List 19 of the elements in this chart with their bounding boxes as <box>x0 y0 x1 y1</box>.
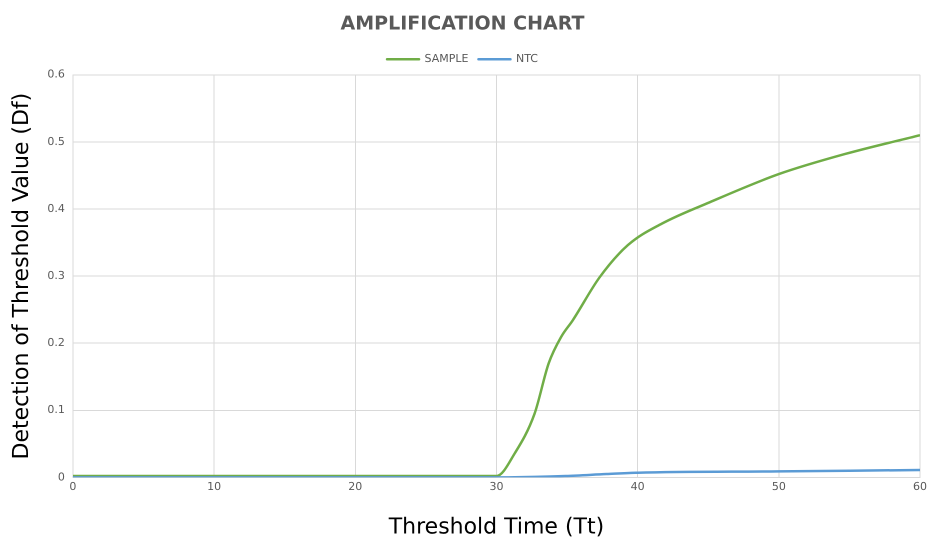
x-tick-label: 40 <box>630 480 645 493</box>
legend-label: NTC <box>516 52 538 66</box>
chart-title: AMPLIFICATION CHART <box>340 12 584 34</box>
x-tick-label: 20 <box>348 480 362 493</box>
x-tick-label: 60 <box>913 480 927 493</box>
y-tick-label: 0.6 <box>47 68 65 81</box>
y-tick-label: 0.2 <box>47 336 65 350</box>
y-axis-title: Detection of Threshold Value (Df) <box>8 92 34 460</box>
x-axis-title: Threshold Time (Tt) <box>388 514 604 540</box>
y-tick-label: 0.1 <box>47 403 65 416</box>
x-tick-label: 10 <box>207 480 222 493</box>
x-tick-label: 50 <box>772 480 786 493</box>
y-tick-label: 0.4 <box>47 202 65 215</box>
x-tick-label: 0 <box>69 480 76 493</box>
y-tick-label: 0 <box>58 470 65 484</box>
x-tick-label: 30 <box>489 480 504 493</box>
y-tick-label: 0.5 <box>47 134 65 148</box>
y-tick-label: 0.3 <box>47 268 65 282</box>
legend-label: SAMPLE <box>424 52 469 66</box>
